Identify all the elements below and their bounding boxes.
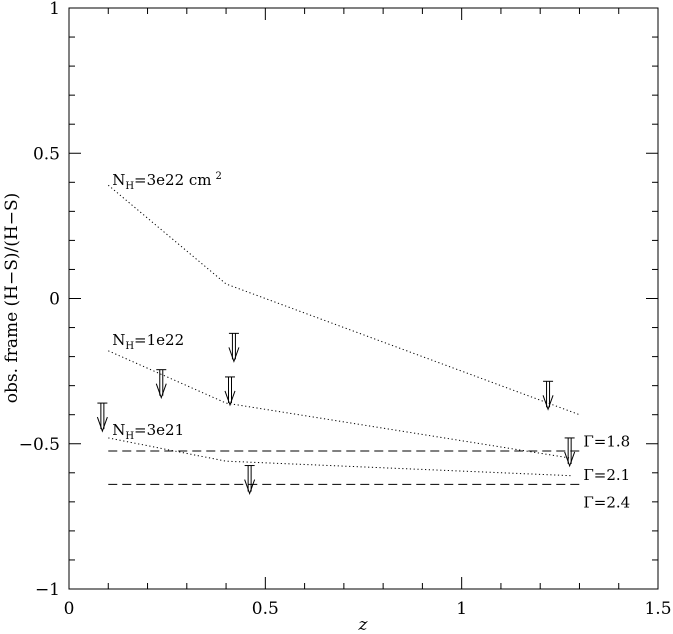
x-tick-label: 1.5	[644, 599, 671, 619]
x-tick-label: 1	[456, 599, 467, 619]
y-tick-label: 0.5	[33, 144, 60, 164]
y-tick-label: 0	[49, 290, 60, 310]
y-tick-label: 1	[49, 0, 60, 19]
series-label-0: NH=3e22 cm 2	[112, 171, 222, 192]
series-label-5: Γ=2.4	[583, 494, 630, 512]
upper-limit-arrow	[564, 437, 576, 468]
series-label-1: NH=1e22	[112, 331, 184, 352]
series-line-0	[107, 184, 580, 416]
series-line-2	[108, 437, 572, 477]
series-label-4: Γ=2.1	[583, 466, 630, 484]
upper-limit-arrow	[228, 332, 240, 363]
series-layer	[107, 184, 580, 485]
y-axis-title: obs. frame (H−S)/(H−S)	[2, 193, 22, 403]
plot-border	[68, 7, 659, 590]
plot-frame	[68, 7, 659, 590]
upper-limit-arrow	[244, 465, 256, 496]
series-labels-layer: NH=3e22 cm 2 NH=1e22 NH=3e21 Γ=1.8 Γ=2.1 Γ=2.4	[112, 171, 630, 511]
axis-ticks	[68, 7, 659, 590]
axis-tick-labels: 0 0.5 1 1.5 −1 −0.5 0 0.5 1	[19, 0, 672, 619]
upper-limits-layer	[96, 332, 576, 496]
upper-limit-arrow	[542, 380, 554, 411]
y-tick-label: −1	[35, 580, 60, 600]
series-line-1	[108, 350, 572, 459]
x-tick-label: 0.5	[252, 599, 279, 619]
upper-limit-arrow	[96, 402, 108, 433]
x-tick-label: 0	[64, 599, 75, 619]
y-tick-label: −0.5	[19, 435, 60, 455]
series-label-3: Γ=1.8	[583, 433, 630, 451]
upper-limit-arrow	[155, 369, 167, 400]
series-label-2: NH=3e21	[112, 421, 184, 442]
upper-limit-arrow	[224, 376, 236, 407]
x-axis-title: z	[358, 615, 369, 634]
